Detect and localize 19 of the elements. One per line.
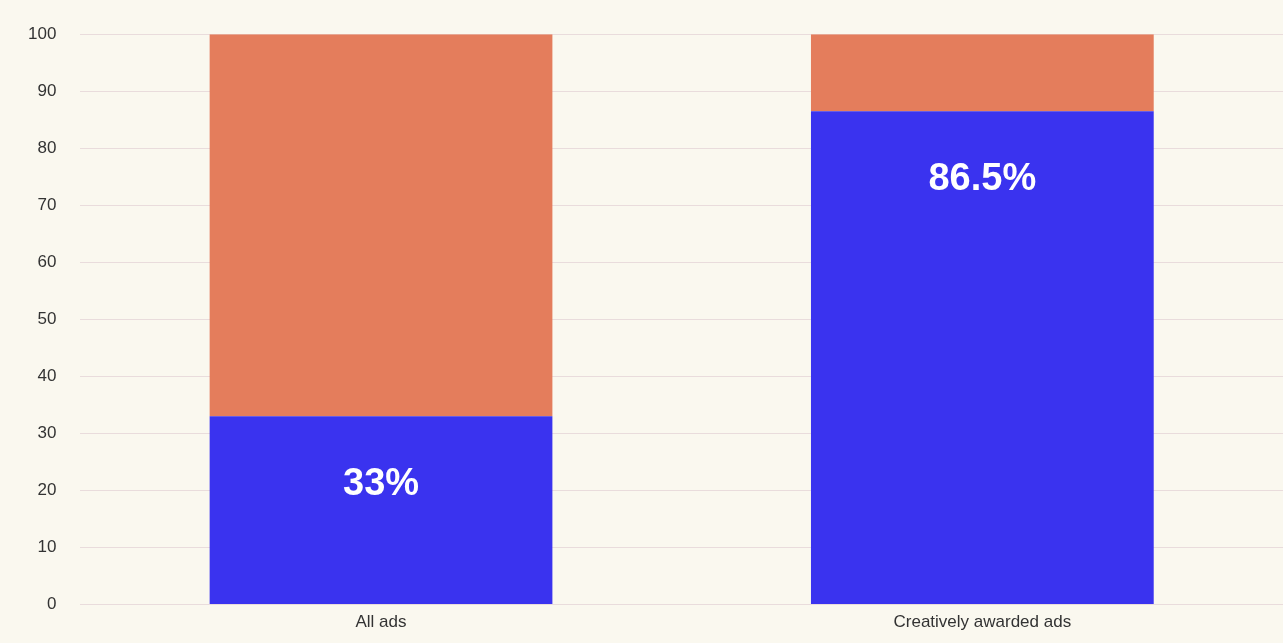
y-tick-label: 100: [27, 23, 57, 43]
y-tick-label: 20: [37, 480, 57, 500]
x-tick-label: All ads: [355, 612, 407, 632]
y-tick-label: 90: [37, 80, 57, 100]
bar: [810, 34, 1154, 112]
y-tick-label: 80: [37, 137, 57, 157]
bar: [209, 416, 553, 605]
y-tick-label: 50: [37, 309, 57, 329]
y-tick-label: 70: [37, 195, 57, 215]
bar: [810, 111, 1154, 605]
data-label: 33%: [342, 460, 420, 503]
bar: [209, 34, 553, 417]
y-tick-label: 10: [37, 537, 57, 557]
y-tick-label: 60: [37, 252, 57, 272]
y-tick-label: 30: [37, 423, 57, 443]
data-label: 86.5%: [928, 155, 1037, 198]
x-tick-label: Creatively awarded ads: [893, 612, 1072, 632]
y-tick-label: 0: [46, 594, 57, 614]
y-tick-label: 40: [37, 366, 57, 386]
